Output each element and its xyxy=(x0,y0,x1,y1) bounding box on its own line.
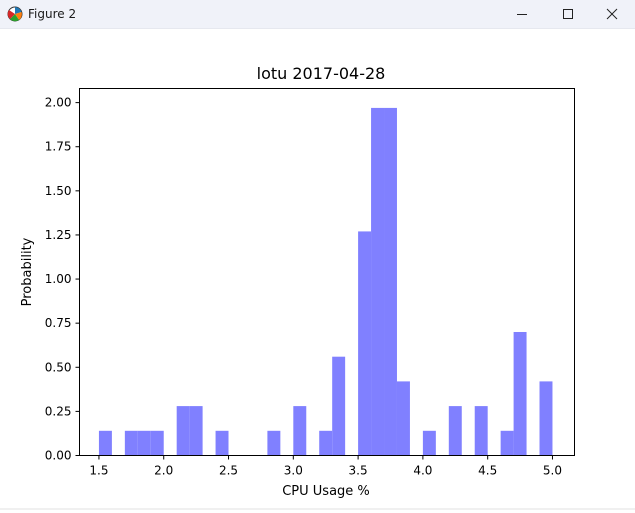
y-tick-label: 1.50 xyxy=(45,184,72,198)
histogram-bar xyxy=(267,430,281,456)
histogram-bar xyxy=(215,430,229,456)
x-tick-label: 4.5 xyxy=(478,464,497,478)
y-tick-label: 0.00 xyxy=(45,449,72,463)
axes-frame xyxy=(79,88,575,456)
x-tick-label: 3.0 xyxy=(284,464,303,478)
minimize-icon xyxy=(516,5,528,24)
histogram-chart: lotu 2017-04-28 1.5 2.0 2.5 3.0 3.5 4.0 4.5 5.0… xyxy=(20,64,575,499)
histogram-bar xyxy=(176,406,190,456)
histogram-bar xyxy=(371,107,385,456)
maximize-icon xyxy=(562,5,574,24)
histogram-bar xyxy=(137,430,151,456)
chart-title: lotu 2017-04-28 xyxy=(257,64,386,83)
histogram-bar xyxy=(474,406,488,456)
histogram-bar xyxy=(358,231,372,456)
window-titlebar[interactable]: Figure 2 xyxy=(0,0,635,29)
histogram-bar xyxy=(500,430,514,456)
x-tick-label: 1.5 xyxy=(89,464,108,478)
matplotlib-figure-icon xyxy=(6,5,24,23)
histogram-bar xyxy=(422,430,436,456)
histogram-bar xyxy=(448,406,462,456)
y-axis-ticks: 0.00 0.25 0.50 0.75 1.00 1.25 1.50 1.75 2.00 xyxy=(45,96,80,463)
maximize-button[interactable] xyxy=(545,0,591,29)
x-tick-label: 2.0 xyxy=(154,464,173,478)
y-tick-label: 1.00 xyxy=(45,272,72,286)
window-bottom-border xyxy=(0,508,635,510)
histogram-bar xyxy=(98,430,112,456)
y-tick-label: 0.25 xyxy=(45,404,72,418)
y-tick-label: 0.50 xyxy=(45,360,72,374)
histogram-bar xyxy=(513,331,527,456)
y-tick-label: 0.75 xyxy=(45,316,72,330)
x-axis-label: CPU Usage % xyxy=(282,484,370,499)
histogram-bars xyxy=(98,107,553,456)
histogram-bar xyxy=(319,430,333,456)
x-axis-ticks: 1.5 2.0 2.5 3.0 3.5 4.0 4.5 5.0 xyxy=(89,455,562,478)
y-axis-label: Probability xyxy=(20,237,35,306)
y-tick-label: 1.75 xyxy=(45,140,72,154)
figure-canvas: lotu 2017-04-28 1.5 2.0 2.5 3.0 3.5 4.0 4.5 5.0… xyxy=(0,29,635,509)
histogram-bar xyxy=(293,406,307,456)
close-icon xyxy=(606,5,618,24)
x-tick-label: 5.0 xyxy=(543,464,562,478)
x-tick-label: 2.5 xyxy=(219,464,238,478)
histogram-bar xyxy=(396,381,410,456)
histogram-bar xyxy=(189,406,203,456)
histogram-bar xyxy=(150,430,164,456)
histogram-bar xyxy=(539,381,553,456)
histogram-bar xyxy=(124,430,138,456)
close-button[interactable] xyxy=(589,0,635,29)
x-tick-label: 3.5 xyxy=(349,464,368,478)
x-tick-label: 4.0 xyxy=(413,464,432,478)
window-title: Figure 2 xyxy=(28,7,77,21)
minimize-button[interactable] xyxy=(499,0,545,29)
histogram-bar xyxy=(332,356,346,456)
y-tick-label: 1.25 xyxy=(45,228,72,242)
y-tick-label: 2.00 xyxy=(45,96,72,110)
histogram-bar xyxy=(384,107,397,456)
